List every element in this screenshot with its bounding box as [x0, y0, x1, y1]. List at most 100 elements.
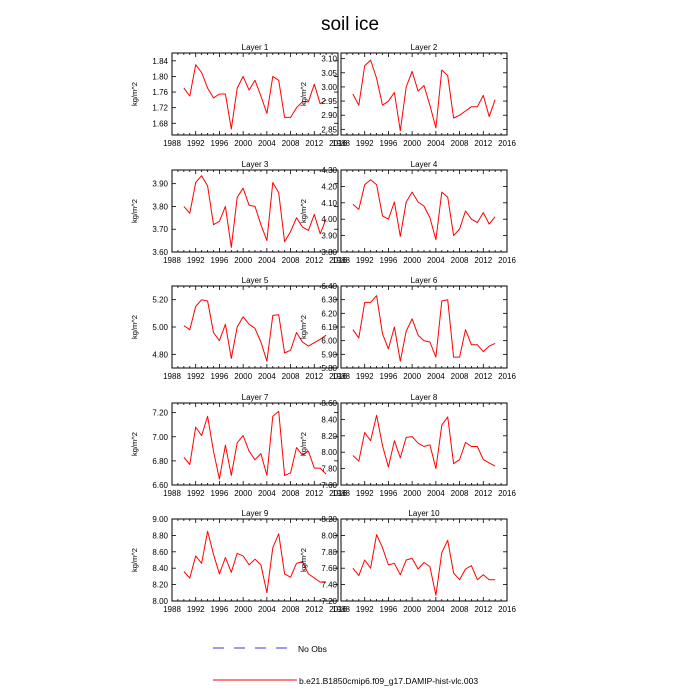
y-tick-label: 6.10: [321, 323, 337, 332]
figure-title: soil ice: [321, 14, 379, 35]
x-tick-label: 2000: [234, 139, 252, 148]
plot-frame: [171, 402, 339, 486]
plot-frame: [340, 518, 508, 602]
x-tick-label: 1996: [211, 256, 229, 265]
series-line: [352, 414, 496, 470]
panel-title: Layer 8: [411, 393, 438, 402]
x-tick-label: 1988: [163, 489, 181, 498]
x-tick-label: 1988: [332, 605, 350, 614]
x-tick-label: 1992: [187, 489, 205, 498]
panels-grid: Layer 1 kg/m^2 1988 1992 1996 2000 2004 2008 201…: [130, 43, 516, 614]
y-tick-label: 3.10: [321, 55, 337, 64]
x-tick-label: 2008: [451, 489, 469, 498]
x-tick-label: 1988: [332, 489, 350, 498]
y-tick-label: 6.30: [321, 296, 337, 305]
y-tick-label: 8.60: [152, 548, 168, 557]
y-tick-label: 3.90: [321, 232, 337, 241]
x-tick-label: 1992: [187, 605, 205, 614]
x-tick-label: 2016: [498, 489, 516, 498]
panel-layer-5: Layer 5 kg/m^2 1988 1992 1996 2000 2004 2008 201…: [130, 276, 347, 381]
y-tick-label: 8.00: [152, 597, 168, 606]
x-tick-label: 1992: [356, 372, 374, 381]
x-tick-label: 2008: [282, 372, 300, 381]
y-tick-label: 4.00: [321, 215, 337, 224]
x-tick-label: 2016: [498, 605, 516, 614]
x-tick-label: 2008: [451, 605, 469, 614]
panel-title: Layer 10: [408, 509, 440, 518]
y-tick-label: 3.80: [321, 248, 337, 257]
y-tick-label: 3.80: [152, 202, 168, 211]
x-tick-label: 2000: [403, 605, 421, 614]
panel-layer-1: Layer 1 kg/m^2 1988 1992 1996 2000 2004 2008 201…: [130, 43, 347, 148]
x-tick-label: 1992: [356, 256, 374, 265]
panel-layer-8: Layer 8 kg/m^2 1988 1992 1996 2000 2004 2008 201…: [299, 393, 516, 498]
series-line: [352, 534, 496, 596]
y-tick-label: 8.20: [152, 581, 168, 590]
y-tick-label: 1.72: [152, 104, 168, 113]
plot-frame: [340, 52, 508, 136]
y-axis-label: kg/m^2: [130, 432, 139, 456]
x-tick-label: 2004: [427, 605, 445, 614]
y-axis-label: kg/m^2: [299, 432, 308, 456]
x-tick-label: 2008: [451, 372, 469, 381]
y-tick-label: 8.40: [321, 415, 337, 424]
panel-title: Layer 1: [242, 43, 269, 52]
x-tick-label: 1992: [187, 139, 205, 148]
plot-frame: [171, 169, 339, 253]
y-tick-label: 8.80: [152, 531, 168, 540]
y-axis-label: kg/m^2: [299, 548, 308, 572]
x-tick-label: 1996: [211, 489, 229, 498]
x-tick-label: 2016: [329, 139, 347, 148]
panel-layer-9: Layer 9 kg/m^2 1988 1992 1996 2000 2004 2008 201…: [130, 509, 347, 614]
y-tick-label: 7.60: [321, 481, 337, 490]
x-tick-label: 2000: [403, 256, 421, 265]
x-tick-label: 2016: [498, 139, 516, 148]
x-tick-label: 2004: [258, 256, 276, 265]
panel-layer-10: Layer 10 kg/m^2 1988 1992 1996 2000 2004 2008 20…: [299, 509, 516, 614]
series-line: [352, 179, 496, 241]
plot-frame: [340, 285, 508, 369]
x-tick-label: 2008: [451, 256, 469, 265]
y-tick-label: 3.60: [152, 248, 168, 257]
x-tick-label: 1988: [332, 372, 350, 381]
x-tick-label: 1996: [211, 139, 229, 148]
y-tick-label: 7.20: [152, 409, 168, 418]
x-tick-label: 2016: [329, 372, 347, 381]
y-tick-label: 7.60: [321, 564, 337, 573]
panel-title: Layer 2: [411, 43, 438, 52]
x-tick-label: 2004: [427, 489, 445, 498]
x-tick-label: 2012: [305, 139, 323, 148]
y-tick-label: 7.20: [321, 597, 337, 606]
y-tick-label: 8.00: [321, 448, 337, 457]
x-tick-label: 2012: [474, 605, 492, 614]
y-axis-label: kg/m^2: [299, 82, 308, 106]
legend: No Obs b.e21.B1850cmip6.f09_g17.DAMIP-hi…: [213, 644, 478, 686]
x-tick-label: 1992: [356, 139, 374, 148]
x-tick-label: 2008: [282, 489, 300, 498]
x-tick-label: 2004: [258, 372, 276, 381]
panel-title: Layer 7: [242, 393, 269, 402]
y-tick-label: 4.30: [321, 166, 337, 175]
panel-title: Layer 6: [411, 276, 438, 285]
y-tick-label: 4.20: [321, 182, 337, 191]
y-tick-label: 5.80: [321, 364, 337, 373]
y-axis-label: kg/m^2: [130, 82, 139, 106]
x-tick-label: 2016: [498, 256, 516, 265]
series-line: [352, 59, 496, 132]
y-tick-label: 2.90: [321, 111, 337, 120]
x-tick-label: 2000: [234, 372, 252, 381]
y-tick-label: 3.90: [152, 180, 168, 189]
y-tick-label: 8.20: [321, 515, 337, 524]
x-tick-label: 2012: [474, 489, 492, 498]
y-axis-label: kg/m^2: [299, 315, 308, 339]
y-tick-label: 1.76: [152, 88, 168, 97]
x-tick-label: 2012: [305, 256, 323, 265]
x-tick-label: 2000: [234, 489, 252, 498]
y-tick-label: 8.20: [321, 432, 337, 441]
y-tick-label: 7.40: [321, 581, 337, 590]
x-tick-label: 2004: [258, 139, 276, 148]
y-tick-label: 3.70: [152, 225, 168, 234]
x-tick-label: 2012: [474, 256, 492, 265]
x-tick-label: 2008: [282, 139, 300, 148]
